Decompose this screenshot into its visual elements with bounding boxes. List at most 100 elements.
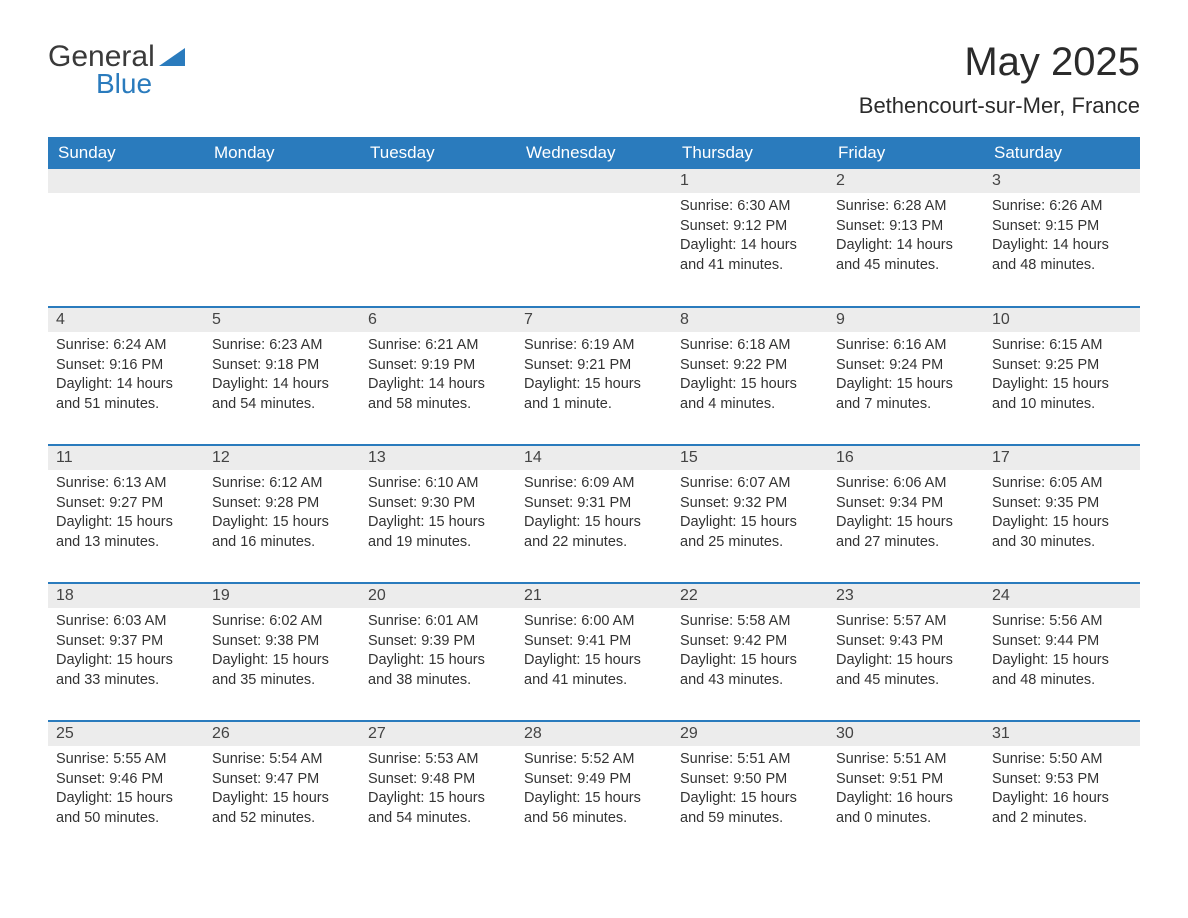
- daylight-line: Daylight: 15 hours and 4 minutes.: [680, 375, 820, 414]
- day-number: 10: [984, 308, 1140, 332]
- calendar-cell: 7Sunrise: 6:19 AMSunset: 9:21 PMDaylight…: [516, 307, 672, 445]
- calendar-cell: 11Sunrise: 6:13 AMSunset: 9:27 PMDayligh…: [48, 445, 204, 583]
- day-number: 17: [984, 446, 1140, 470]
- day-number: 11: [48, 446, 204, 470]
- calendar-cell: 28Sunrise: 5:52 AMSunset: 9:49 PMDayligh…: [516, 721, 672, 859]
- day-number: 1: [672, 169, 828, 193]
- day-body: Sunrise: 6:02 AMSunset: 9:38 PMDaylight:…: [204, 608, 360, 698]
- location-subtitle: Bethencourt-sur-Mer, France: [859, 93, 1140, 119]
- daylight-line: Daylight: 15 hours and 19 minutes.: [368, 513, 508, 552]
- daylight-line: Daylight: 15 hours and 45 minutes.: [836, 651, 976, 690]
- day-body: Sunrise: 5:53 AMSunset: 9:48 PMDaylight:…: [360, 746, 516, 836]
- sunset-line: Sunset: 9:24 PM: [836, 356, 976, 376]
- calendar-cell: 21Sunrise: 6:00 AMSunset: 9:41 PMDayligh…: [516, 583, 672, 721]
- logo: General Blue: [48, 40, 185, 100]
- day-body: Sunrise: 6:09 AMSunset: 9:31 PMDaylight:…: [516, 470, 672, 560]
- daylight-line: Daylight: 15 hours and 7 minutes.: [836, 375, 976, 414]
- calendar-cell: 1Sunrise: 6:30 AMSunset: 9:12 PMDaylight…: [672, 169, 828, 307]
- day-body: Sunrise: 5:56 AMSunset: 9:44 PMDaylight:…: [984, 608, 1140, 698]
- sunrise-line: Sunrise: 6:01 AM: [368, 612, 508, 632]
- sunset-line: Sunset: 9:12 PM: [680, 217, 820, 237]
- day-number: 12: [204, 446, 360, 470]
- daylight-line: Daylight: 14 hours and 41 minutes.: [680, 236, 820, 275]
- sunset-line: Sunset: 9:47 PM: [212, 770, 352, 790]
- calendar-cell-empty: [48, 169, 204, 307]
- day-number: 30: [828, 722, 984, 746]
- calendar-table: Sunday Monday Tuesday Wednesday Thursday…: [48, 137, 1140, 859]
- sunrise-line: Sunrise: 6:06 AM: [836, 474, 976, 494]
- calendar-cell: 16Sunrise: 6:06 AMSunset: 9:34 PMDayligh…: [828, 445, 984, 583]
- day-number: 24: [984, 584, 1140, 608]
- day-body: Sunrise: 6:01 AMSunset: 9:39 PMDaylight:…: [360, 608, 516, 698]
- daynum-empty: [516, 169, 672, 193]
- sunrise-line: Sunrise: 6:18 AM: [680, 336, 820, 356]
- sunset-line: Sunset: 9:51 PM: [836, 770, 976, 790]
- calendar-row: 11Sunrise: 6:13 AMSunset: 9:27 PMDayligh…: [48, 445, 1140, 583]
- sunset-line: Sunset: 9:53 PM: [992, 770, 1132, 790]
- daylight-line: Daylight: 15 hours and 16 minutes.: [212, 513, 352, 552]
- day-number: 7: [516, 308, 672, 332]
- sunrise-line: Sunrise: 6:26 AM: [992, 197, 1132, 217]
- col-header: Friday: [828, 137, 984, 169]
- daylight-line: Daylight: 15 hours and 52 minutes.: [212, 789, 352, 828]
- sunset-line: Sunset: 9:42 PM: [680, 632, 820, 652]
- sunset-line: Sunset: 9:49 PM: [524, 770, 664, 790]
- calendar-cell: 22Sunrise: 5:58 AMSunset: 9:42 PMDayligh…: [672, 583, 828, 721]
- day-body: Sunrise: 5:51 AMSunset: 9:51 PMDaylight:…: [828, 746, 984, 836]
- sunrise-line: Sunrise: 6:16 AM: [836, 336, 976, 356]
- calendar-cell: 14Sunrise: 6:09 AMSunset: 9:31 PMDayligh…: [516, 445, 672, 583]
- sunset-line: Sunset: 9:44 PM: [992, 632, 1132, 652]
- daynum-empty: [204, 169, 360, 193]
- day-body: Sunrise: 6:05 AMSunset: 9:35 PMDaylight:…: [984, 470, 1140, 560]
- sunset-line: Sunset: 9:37 PM: [56, 632, 196, 652]
- sunrise-line: Sunrise: 5:51 AM: [836, 750, 976, 770]
- day-number: 14: [516, 446, 672, 470]
- day-body: Sunrise: 6:21 AMSunset: 9:19 PMDaylight:…: [360, 332, 516, 422]
- sunrise-line: Sunrise: 6:19 AM: [524, 336, 664, 356]
- logo-word2: Blue: [96, 68, 152, 100]
- daylight-line: Daylight: 16 hours and 0 minutes.: [836, 789, 976, 828]
- sunset-line: Sunset: 9:50 PM: [680, 770, 820, 790]
- sunrise-line: Sunrise: 6:28 AM: [836, 197, 976, 217]
- calendar-row: 1Sunrise: 6:30 AMSunset: 9:12 PMDaylight…: [48, 169, 1140, 307]
- sunrise-line: Sunrise: 6:23 AM: [212, 336, 352, 356]
- calendar-cell: 4Sunrise: 6:24 AMSunset: 9:16 PMDaylight…: [48, 307, 204, 445]
- daylight-line: Daylight: 15 hours and 59 minutes.: [680, 789, 820, 828]
- day-body: Sunrise: 6:06 AMSunset: 9:34 PMDaylight:…: [828, 470, 984, 560]
- day-number: 28: [516, 722, 672, 746]
- day-number: 23: [828, 584, 984, 608]
- day-body: Sunrise: 6:15 AMSunset: 9:25 PMDaylight:…: [984, 332, 1140, 422]
- daylight-line: Daylight: 15 hours and 50 minutes.: [56, 789, 196, 828]
- day-number: 3: [984, 169, 1140, 193]
- day-body: Sunrise: 5:52 AMSunset: 9:49 PMDaylight:…: [516, 746, 672, 836]
- sunset-line: Sunset: 9:34 PM: [836, 494, 976, 514]
- daylight-line: Daylight: 15 hours and 30 minutes.: [992, 513, 1132, 552]
- month-title: May 2025: [859, 40, 1140, 85]
- day-body: Sunrise: 6:28 AMSunset: 9:13 PMDaylight:…: [828, 193, 984, 283]
- sunrise-line: Sunrise: 6:21 AM: [368, 336, 508, 356]
- calendar-cell: 3Sunrise: 6:26 AMSunset: 9:15 PMDaylight…: [984, 169, 1140, 307]
- sunset-line: Sunset: 9:41 PM: [524, 632, 664, 652]
- calendar-row: 4Sunrise: 6:24 AMSunset: 9:16 PMDaylight…: [48, 307, 1140, 445]
- calendar-cell: 24Sunrise: 5:56 AMSunset: 9:44 PMDayligh…: [984, 583, 1140, 721]
- day-body: Sunrise: 5:55 AMSunset: 9:46 PMDaylight:…: [48, 746, 204, 836]
- sunrise-line: Sunrise: 5:51 AM: [680, 750, 820, 770]
- daylight-line: Daylight: 15 hours and 22 minutes.: [524, 513, 664, 552]
- title-block: May 2025 Bethencourt-sur-Mer, France: [859, 40, 1140, 119]
- sunrise-line: Sunrise: 6:05 AM: [992, 474, 1132, 494]
- logo-triangle-icon: [159, 46, 185, 71]
- sunset-line: Sunset: 9:18 PM: [212, 356, 352, 376]
- day-number: 29: [672, 722, 828, 746]
- day-body: Sunrise: 6:10 AMSunset: 9:30 PMDaylight:…: [360, 470, 516, 560]
- sunset-line: Sunset: 9:19 PM: [368, 356, 508, 376]
- calendar-cell-empty: [360, 169, 516, 307]
- sunset-line: Sunset: 9:43 PM: [836, 632, 976, 652]
- day-number: 19: [204, 584, 360, 608]
- calendar-cell: 15Sunrise: 6:07 AMSunset: 9:32 PMDayligh…: [672, 445, 828, 583]
- col-header: Thursday: [672, 137, 828, 169]
- day-number: 31: [984, 722, 1140, 746]
- day-body: Sunrise: 6:23 AMSunset: 9:18 PMDaylight:…: [204, 332, 360, 422]
- daylight-line: Daylight: 16 hours and 2 minutes.: [992, 789, 1132, 828]
- daylight-line: Daylight: 15 hours and 54 minutes.: [368, 789, 508, 828]
- sunrise-line: Sunrise: 6:10 AM: [368, 474, 508, 494]
